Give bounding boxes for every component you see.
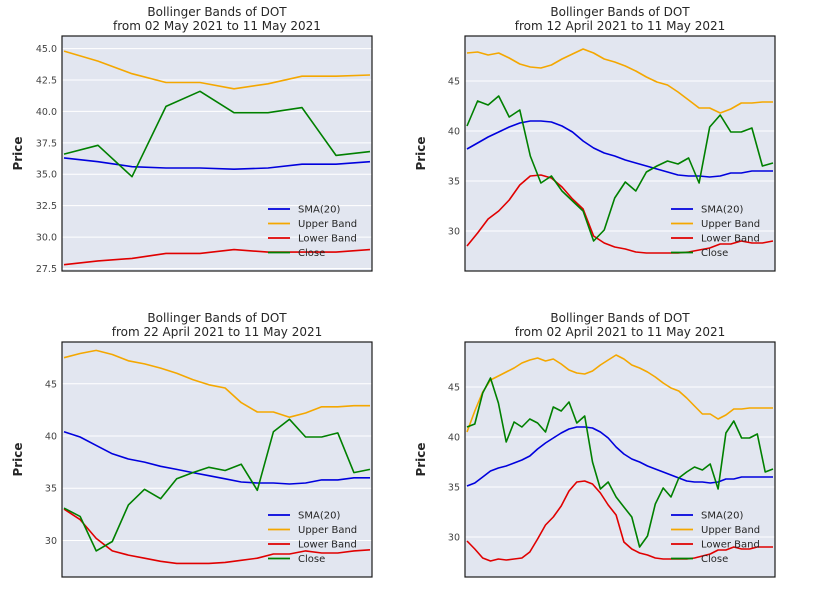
y-tick-label: 30.0 — [36, 233, 57, 244]
legend-entry: SMA(20) — [298, 205, 340, 216]
plot-area — [465, 342, 775, 577]
legend-entry: Lower Band — [298, 234, 357, 245]
legend-entry: Close — [701, 554, 728, 565]
series-line-close — [63, 90, 371, 178]
series-line-close — [63, 418, 371, 552]
series-line-sma-20- — [63, 157, 371, 170]
series-line-upper-band — [466, 354, 773, 433]
plot-frame — [464, 35, 776, 272]
legend: SMA(20) Upper Band Lower Band Close — [671, 511, 760, 565]
y-tick-label: 45 — [45, 379, 57, 390]
legend-entry: Close — [298, 554, 325, 565]
chart-subtitle: from 22 April 2021 to 11 May 2021 — [112, 325, 323, 339]
legend: SMA(20) Upper Band Lower Band Close — [268, 511, 357, 565]
plot-frame — [61, 341, 373, 578]
legend-entry: Upper Band — [298, 219, 357, 230]
y-tick-label: 35 — [45, 484, 57, 495]
chart-title: Bollinger Bands of DOT — [550, 5, 690, 19]
plot-area — [62, 36, 372, 271]
legend-entry: SMA(20) — [701, 511, 743, 522]
y-tick-label: 40 — [448, 127, 460, 138]
y-tick-label: 30 — [45, 536, 57, 547]
y-tick-label: 37.5 — [36, 138, 57, 149]
y-tick-label: 45 — [448, 77, 460, 88]
legend-entry: Lower Band — [298, 540, 357, 551]
plot-frame — [464, 341, 776, 578]
legend-entry: SMA(20) — [298, 511, 340, 522]
chart-title: Bollinger Bands of DOT — [147, 311, 287, 325]
legend-entry: Upper Band — [298, 525, 357, 536]
y-tick-label: 30 — [448, 533, 460, 544]
y-axis-label: Price — [414, 442, 428, 476]
series-line-upper-band — [466, 48, 773, 114]
series-line-close — [466, 377, 774, 548]
y-tick-label: 40 — [45, 432, 57, 443]
series-line-lower-band — [466, 174, 774, 254]
chart-subtitle: from 02 May 2021 to 11 May 2021 — [113, 19, 321, 33]
y-tick-label: 30 — [448, 227, 460, 238]
y-tick-label: 35 — [448, 177, 460, 188]
legend-entry: Lower Band — [701, 234, 760, 245]
y-axis-label: Price — [11, 136, 25, 170]
y-tick-label: 35.0 — [36, 170, 57, 181]
y-axis-label: Price — [414, 136, 428, 170]
y-tick-label: 40.0 — [36, 107, 57, 118]
y-tick-label: 42.5 — [36, 75, 57, 86]
series-line-sma-20- — [63, 431, 370, 485]
legend: SMA(20) Upper Band Lower Band Close — [268, 205, 357, 259]
y-tick-label: 35 — [448, 483, 460, 494]
plot-area — [465, 36, 775, 271]
y-axis-label: Price — [11, 442, 25, 476]
series-line-lower-band — [63, 248, 371, 266]
chart-subtitle: from 12 April 2021 to 11 May 2021 — [515, 19, 726, 33]
plot-frame — [61, 35, 373, 272]
series-line-upper-band — [63, 50, 371, 90]
y-tick-label: 27.5 — [36, 264, 57, 275]
y-tick-label: 45.0 — [36, 44, 57, 55]
legend-entry: Close — [298, 248, 325, 259]
series-line-close — [466, 95, 774, 242]
series-line-sma-20- — [466, 120, 773, 178]
legend-entry: Close — [701, 248, 728, 259]
y-tick-label: 45 — [448, 383, 460, 394]
series-line-lower-band — [63, 508, 371, 565]
legend-entry: Upper Band — [701, 525, 760, 536]
legend-entry: Lower Band — [701, 540, 760, 551]
chart-title: Bollinger Bands of DOT — [550, 311, 690, 325]
series-line-lower-band — [466, 480, 773, 562]
y-tick-label: 40 — [448, 433, 460, 444]
legend: SMA(20) Upper Band Lower Band Close — [671, 205, 760, 259]
legend-entry: Upper Band — [701, 219, 760, 230]
series-line-sma-20- — [466, 426, 773, 487]
legend-entry: SMA(20) — [701, 205, 743, 216]
y-tick-label: 32.5 — [36, 201, 57, 212]
series-line-upper-band — [63, 349, 370, 419]
chart-title: Bollinger Bands of DOT — [147, 5, 287, 19]
chart-subtitle: from 02 April 2021 to 11 May 2021 — [515, 325, 726, 339]
